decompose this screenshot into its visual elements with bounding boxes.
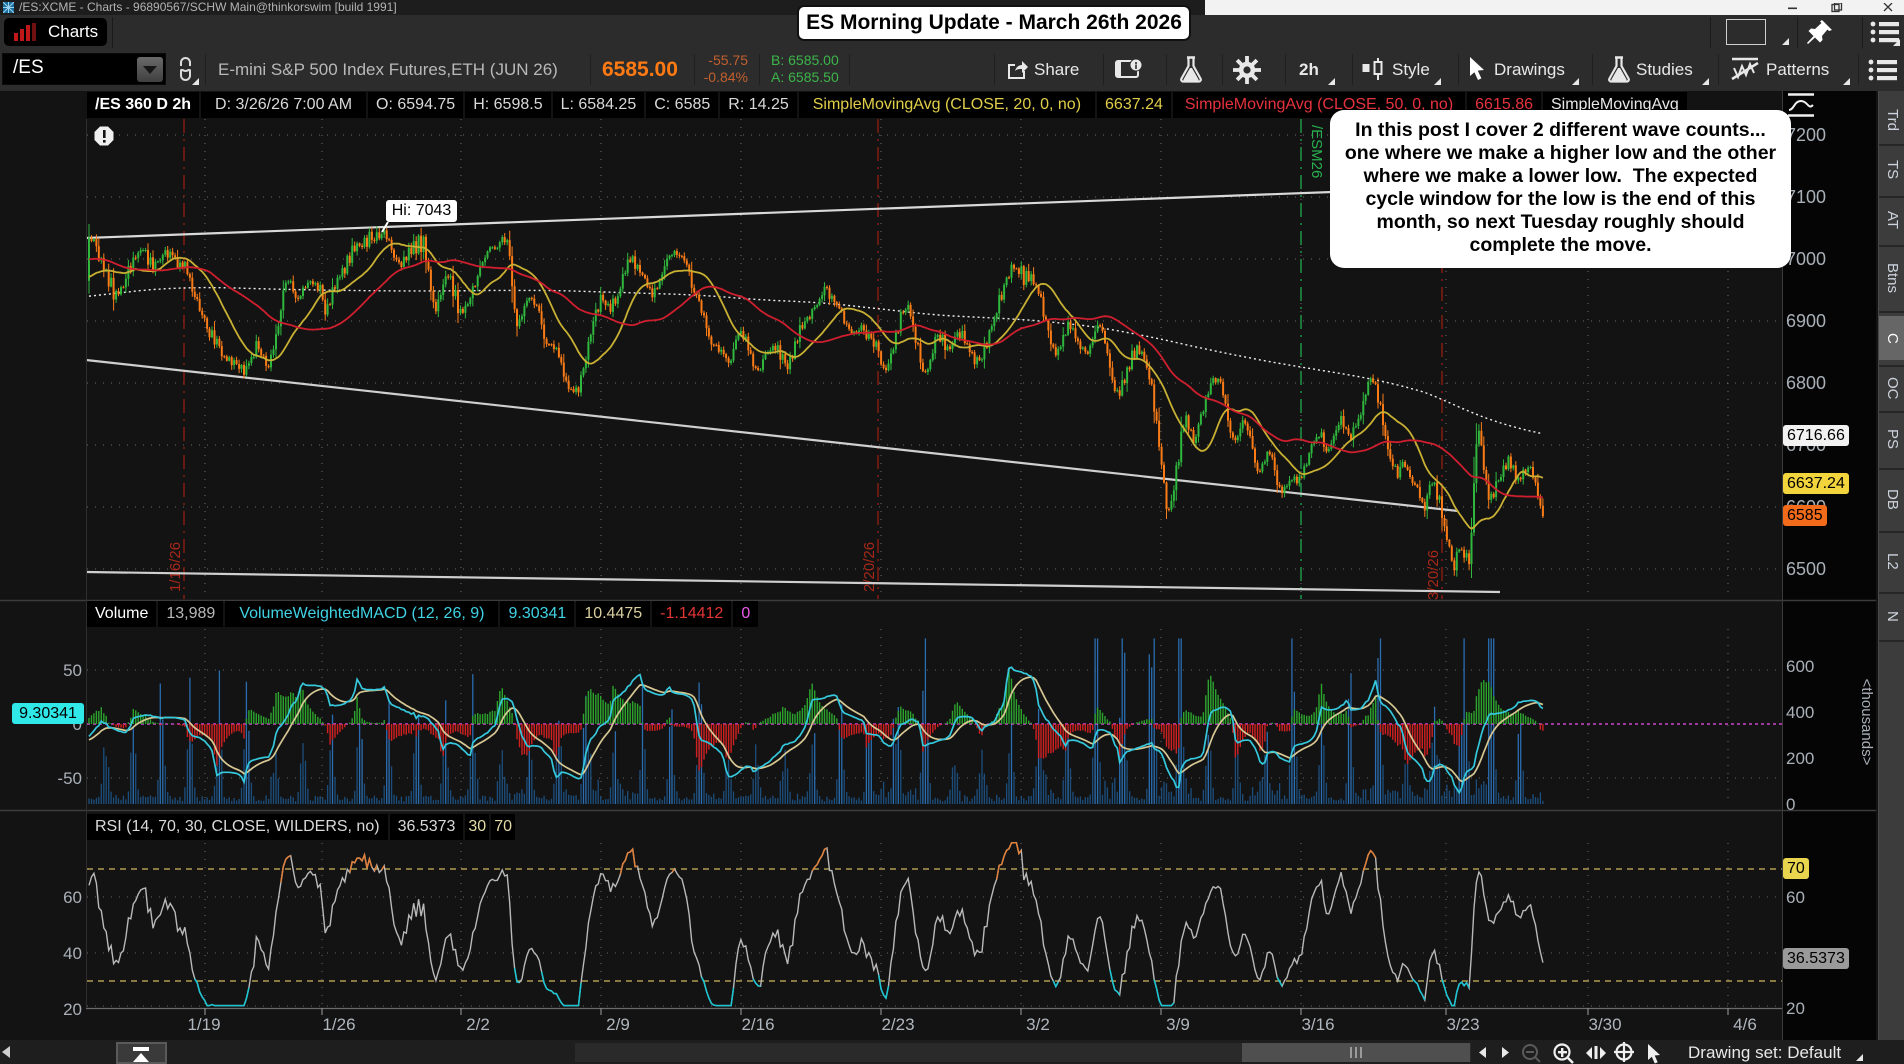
svg-text:3/30: 3/30 [1588,1015,1621,1034]
svg-text:7000: 7000 [1786,249,1826,269]
svg-text:3/2: 3/2 [1026,1015,1050,1034]
svg-text:3/20/26: 3/20/26 [1425,550,1442,600]
svg-text:2/20/26: 2/20/26 [861,542,878,592]
svg-text:6500: 6500 [1786,559,1826,579]
svg-text:0: 0 [1786,795,1795,814]
svg-text:1/26: 1/26 [322,1015,355,1034]
svg-text:20: 20 [63,1000,82,1019]
svg-text:0: 0 [73,715,82,734]
svg-text:4/6: 4/6 [1733,1015,1757,1034]
svg-text:1/16/26: 1/16/26 [167,542,184,592]
svg-text:400: 400 [1786,703,1814,722]
svg-text:60: 60 [1786,888,1805,907]
svg-text:-50: -50 [57,769,82,788]
svg-text:2/23: 2/23 [881,1015,914,1034]
svg-text:3/9: 3/9 [1166,1015,1190,1034]
svg-text:6800: 6800 [1786,373,1826,393]
svg-text:2/9: 2/9 [606,1015,630,1034]
svg-text:7200: 7200 [1786,125,1826,145]
svg-text:1/19: 1/19 [187,1015,220,1034]
svg-text:600: 600 [1786,657,1814,676]
svg-text:2/16: 2/16 [741,1015,774,1034]
svg-text:60: 60 [63,888,82,907]
svg-text:50: 50 [63,661,82,680]
svg-text:<thousands>: <thousands> [1858,679,1875,766]
svg-text:6900: 6900 [1786,311,1826,331]
svg-text:2/2: 2/2 [466,1015,490,1034]
svg-text:3/16: 3/16 [1301,1015,1334,1034]
svg-text:40: 40 [63,944,82,963]
svg-text:7100: 7100 [1786,187,1826,207]
svg-text:20: 20 [1786,999,1805,1018]
svg-text:3/23: 3/23 [1446,1015,1479,1034]
svg-text:/ESM26: /ESM26 [1308,125,1325,178]
svg-text:200: 200 [1786,749,1814,768]
